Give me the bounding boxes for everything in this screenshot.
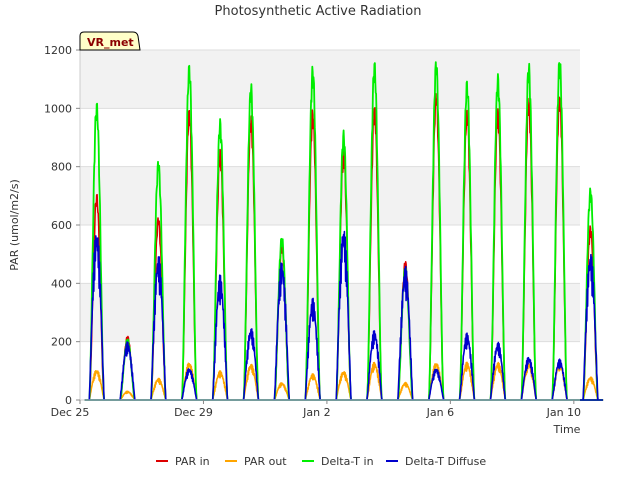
plot-band (80, 166, 580, 225)
site-tag: VR_met (79, 31, 141, 51)
series-line-delta-t-diffuse (84, 230, 604, 401)
y-axis-label: PAR (umol/m2/s) (8, 179, 21, 271)
x-tick-label: Dec 25 (51, 406, 90, 419)
x-axis-ticks: Dec 25 Dec 29 Jan 2 Jan 6 Jan 10 (51, 400, 581, 419)
y-tick-label: 200 (51, 336, 72, 349)
x-tick-label: Jan 2 (302, 406, 330, 419)
x-tick-label: Jan 6 (426, 406, 454, 419)
legend-label: Delta-T Diffuse (405, 455, 486, 468)
legend: PAR in PAR out Delta-T in Delta-T Diffuse (156, 455, 486, 468)
series-lines (84, 61, 604, 401)
site-tag-box (79, 31, 141, 51)
y-tick-label: 0 (65, 394, 72, 407)
y-axis-ticks: 0 200 400 600 800 1000 1200 (44, 44, 80, 407)
legend-label: Delta-T in (321, 455, 374, 468)
y-tick-label: 800 (51, 161, 72, 174)
x-axis-label: Time (553, 423, 581, 436)
plot-band (80, 50, 580, 109)
y-tick-label: 400 (51, 277, 72, 290)
y-tick-label: 1200 (44, 44, 72, 57)
x-tick-label: Jan 10 (546, 406, 581, 419)
site-tag-label: VR_met (87, 36, 134, 49)
chart-title: Photosynthetic Active Radiation (215, 4, 422, 19)
legend-label: PAR in (175, 455, 210, 468)
x-tick-label: Dec 29 (174, 406, 213, 419)
y-tick-label: 600 (51, 219, 72, 232)
y-tick-label: 1000 (44, 102, 72, 115)
series-line-par-out (84, 361, 604, 401)
legend-label: PAR out (244, 455, 287, 468)
